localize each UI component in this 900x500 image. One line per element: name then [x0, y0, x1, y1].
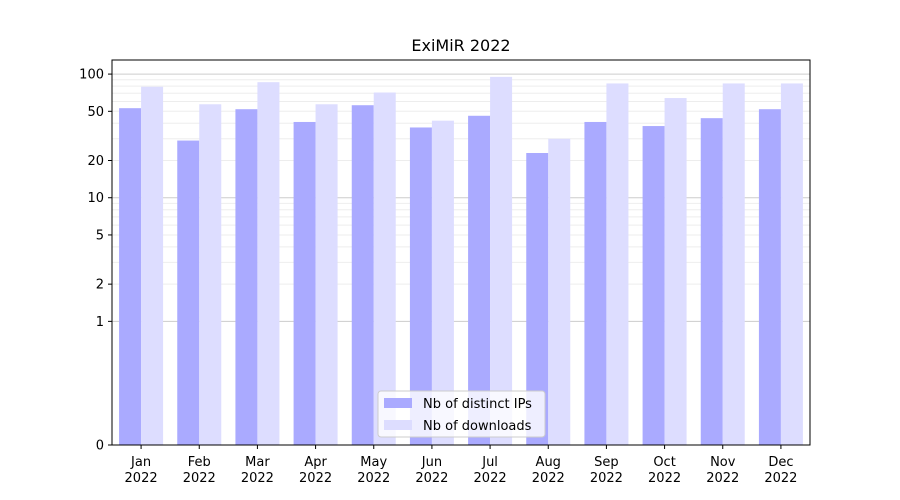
bar-ips: [468, 115, 491, 446]
x-tick-label-month: Dec: [768, 455, 793, 470]
bar-downloads: [780, 83, 803, 445]
bar-ips: [351, 105, 374, 445]
x-tick-label-year: 2022: [299, 471, 332, 486]
bar-ips: [409, 127, 432, 446]
legend-label-downloads: Nb of downloads: [423, 419, 532, 434]
x-tick-label-month: Jan: [130, 455, 151, 470]
x-tick-label-month: Nov: [710, 455, 736, 470]
bar-downloads: [490, 76, 513, 445]
bar-ips: [700, 118, 723, 446]
legend-box: [377, 390, 546, 438]
y-tick-label: 100: [79, 68, 104, 83]
legend-label-ips: Nb of distinct IPs: [423, 397, 532, 412]
plot-area-frame: [111, 59, 811, 446]
x-tick-label-year: 2022: [532, 471, 565, 486]
grid-lines: [112, 73, 810, 322]
bar-ips: [584, 121, 607, 445]
y-tick-label: 2: [96, 278, 104, 293]
x-tick-label-year: 2022: [706, 471, 739, 486]
bars: [119, 76, 803, 446]
x-tick-label-month: Apr: [304, 455, 327, 470]
bar-downloads: [548, 138, 571, 446]
x-tick-label-year: 2022: [183, 471, 216, 486]
bar-downloads: [315, 104, 338, 445]
bar-ips: [235, 109, 258, 445]
x-tick-label-month: Sep: [594, 455, 619, 470]
x-tick-label-year: 2022: [241, 471, 274, 486]
x-tick-label-year: 2022: [590, 471, 623, 486]
x-tick-label-year: 2022: [125, 471, 158, 486]
bar-downloads: [373, 92, 396, 446]
x-tick-label-year: 2022: [474, 471, 507, 486]
legend: Nb of distinct IPs Nb of downloads: [377, 390, 546, 438]
x-tick-label-month: Oct: [653, 455, 675, 470]
x-tick-label-month: Jul: [481, 455, 498, 470]
x-tick-label-year: 2022: [357, 471, 390, 486]
bar-ips: [119, 108, 142, 445]
x-tick-label-month: May: [360, 455, 387, 470]
x-tick-label-year: 2022: [764, 471, 797, 486]
y-tick-label: 50: [87, 105, 104, 120]
bar-ips: [642, 126, 665, 445]
x-tick-label-year: 2022: [415, 471, 448, 486]
bar-downloads: [199, 104, 222, 445]
bar-downloads: [257, 82, 280, 446]
bar-ips: [177, 140, 200, 445]
chart-title: ExiMiR 2022: [411, 36, 510, 55]
x-tick-label-month: Mar: [245, 455, 270, 470]
y-tick-label: 0: [96, 439, 104, 454]
x-tick-label-month: Feb: [188, 455, 211, 470]
legend-swatch-ips: [384, 398, 412, 408]
bar-downloads: [431, 120, 454, 446]
x-tick-label-month: Jun: [421, 455, 442, 470]
bar-ips: [526, 153, 549, 445]
y-tick-label: 5: [96, 228, 104, 243]
bar-downloads: [606, 83, 629, 445]
y-tick-label: 1: [96, 315, 104, 330]
x-tick-label-month: Aug: [536, 455, 561, 470]
x-tick-label-year: 2022: [648, 471, 681, 486]
bar-downloads: [664, 98, 687, 445]
bar-downloads: [141, 86, 164, 446]
bar-ips: [758, 109, 781, 445]
bar-ips: [293, 121, 316, 445]
y-tick-label: 20: [87, 154, 104, 169]
y-axis: 0 1 2 5 10 20 50 100: [79, 68, 112, 454]
legend-swatch-downloads: [384, 420, 412, 430]
bar-downloads: [722, 83, 745, 445]
x-axis: Jan2022Feb2022Mar2022Apr2022May2022Jun20…: [125, 445, 797, 486]
y-tick-label: 10: [87, 191, 104, 206]
